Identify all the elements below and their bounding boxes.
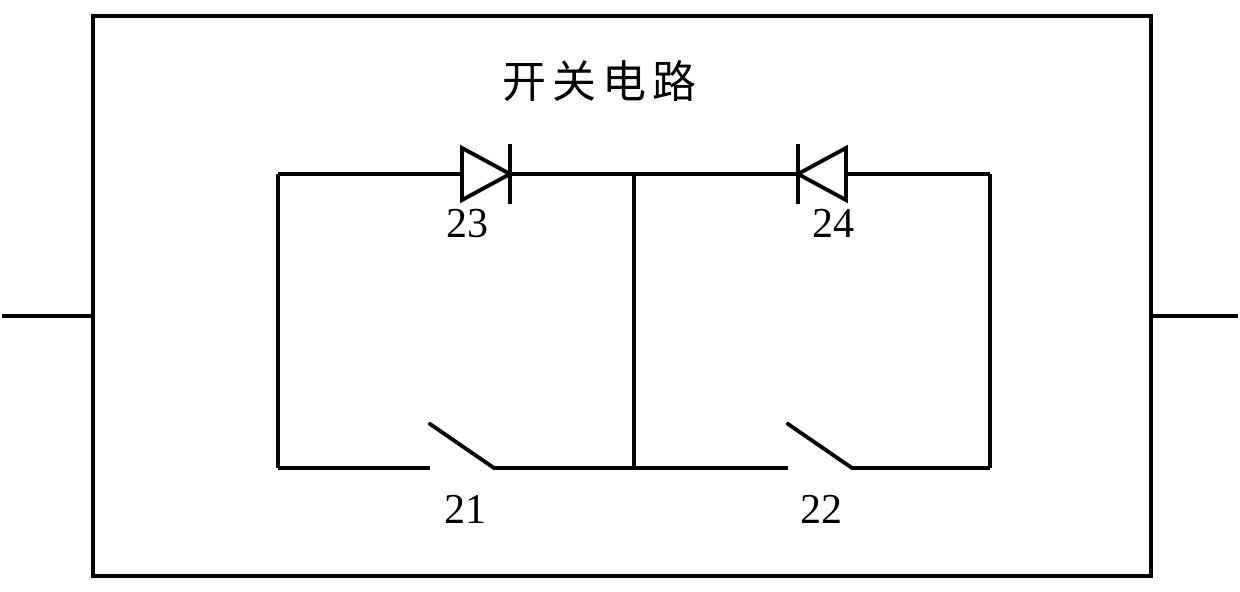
diode-24-triangle [798,148,846,200]
label-diode-23: 23 [446,200,488,248]
diode-23-triangle [462,148,510,200]
label-switch-22: 22 [800,486,842,534]
diagram-title: 开关电路 [502,46,702,110]
label-switch-21: 21 [444,486,486,534]
switch-21-blade [430,424,494,468]
switch-22-blade [788,424,852,468]
label-diode-24: 24 [812,200,854,248]
